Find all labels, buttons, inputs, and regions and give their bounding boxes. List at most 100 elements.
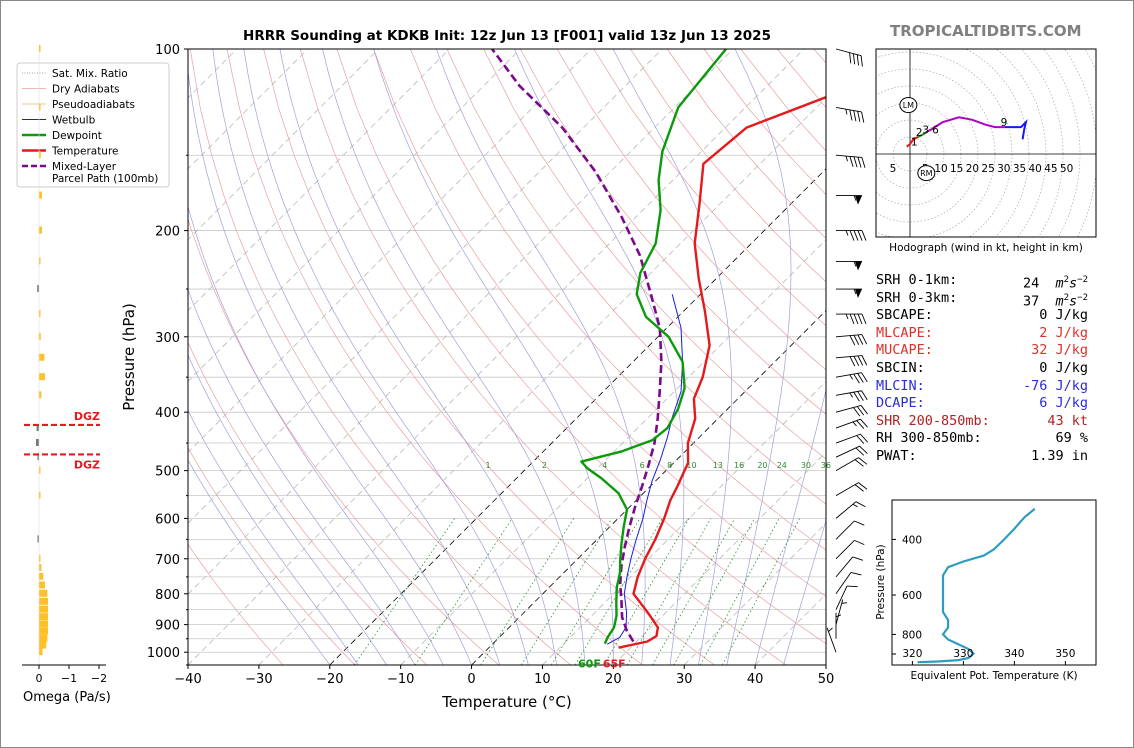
series-dewpointline (580, 49, 727, 645)
stat-row: RH 300-850mb: 69 % (876, 430, 1088, 448)
brand-logo-text: TROPICALTIDBITS.COM (890, 22, 1082, 40)
omega-bar (39, 641, 47, 649)
wind-barb-half (853, 288, 857, 295)
surface-dewpoint-label: 60F (578, 658, 601, 671)
stat-label: SBCIN: (876, 359, 925, 376)
wind-barb-full (852, 53, 856, 65)
wind-barb-full (854, 459, 864, 467)
chart-title: HRRR Sounding at KDKB Init: 12z Jun 13 [… (243, 28, 771, 44)
theta-e-frame (891, 499, 1097, 666)
unit-text: m (1055, 275, 1064, 292)
mixing-ratio-line (414, 518, 513, 665)
mixing-ratio-line (626, 518, 712, 665)
wind-barb (835, 445, 868, 458)
wind-barb-flag (855, 195, 862, 205)
stat-value: 24 m2s−2 (1022, 275, 1088, 292)
unit-text: s (1069, 275, 1078, 292)
stat-label: SRH 0-1km: (876, 272, 958, 288)
wind-barb-half (849, 392, 854, 398)
hodograph-height-label: 2 (916, 127, 923, 139)
stat-row: SBCAPE: 0 J/kg (876, 307, 1088, 325)
theta-e-y-tick-label: 400 (902, 534, 922, 546)
wind-barb-half (841, 602, 848, 604)
wind-barb-staff (835, 445, 860, 458)
y-tick-label: 900 (155, 619, 180, 634)
x-tick-label: −30 (245, 672, 272, 687)
wind-barb-staff (835, 572, 852, 595)
wind-barb-staff (835, 540, 855, 560)
wind-barb-full (849, 356, 856, 367)
hodograph-ring-label: 45 (1044, 163, 1057, 175)
omega-bar (39, 226, 42, 234)
omega-bar (37, 285, 39, 293)
skewt-axes-frame (187, 48, 827, 666)
wind-barb-half (835, 614, 842, 618)
hodograph-ring-label: 40 (1029, 163, 1042, 175)
moist-adiabat-line (188, 288, 416, 665)
wind-barb-staff (835, 433, 861, 444)
wind-barb-full (861, 372, 868, 383)
wind-barb-full (858, 457, 868, 465)
wind-barb-full (857, 111, 861, 122)
stat-label: PWAT: (876, 447, 917, 464)
wind-barb (835, 390, 868, 402)
isotherm-line (188, 49, 734, 595)
wind-barb-full (860, 55, 863, 67)
wind-barb (835, 334, 868, 346)
moist-adiabat-line (212, 49, 501, 665)
wind-barb-full (853, 407, 861, 417)
legend: Sat. Mix. Ratio Dry Adiabats Pseudoadiabat… (16, 62, 170, 188)
surface-temperature-label: 65F (603, 658, 626, 671)
wind-barb (835, 372, 868, 384)
stat-label: SHR 200-850mb: (876, 412, 990, 429)
stat-value: 6 J/kg (1039, 395, 1088, 412)
wind-barb-staff (835, 48, 862, 57)
stat-label: RH 300-850mb: (876, 430, 982, 447)
theta-e-y-axis-title: Pressure (hPa) (875, 544, 887, 619)
omega-tick-label: −2 (91, 672, 107, 685)
legend-entry-label: Parcel Path (100mb) (52, 173, 158, 185)
wind-barb (835, 154, 866, 168)
isotherm-line (188, 49, 592, 453)
hodograph-trace (1004, 119, 1028, 140)
omega-bar (39, 627, 48, 635)
wind-barb-full (859, 445, 868, 454)
stat-row: MLCAPE: 2 J/kg (876, 325, 1088, 343)
omega-bar (39, 589, 48, 597)
wind-barb-full (853, 373, 860, 384)
hodograph-ring-label: 10 (934, 163, 947, 175)
stat-value: 43 kt (1047, 412, 1088, 429)
x-tick-label: 10 (534, 672, 551, 687)
wind-barb-staff (835, 501, 857, 519)
wind-barb (835, 556, 864, 578)
wind-barb-full (857, 157, 862, 168)
theta-e-y-tick-label: 800 (902, 629, 922, 641)
wind-barb-full (849, 313, 855, 325)
mixing-ratio-label: 24 (777, 461, 787, 470)
wind-barb-full (854, 484, 864, 492)
y-tick-label: 300 (155, 331, 180, 346)
y-tick-label: 500 (155, 465, 180, 480)
stat-value: 2 J/kg (1039, 324, 1088, 341)
legend-entry-label: Mixed-Layer (52, 161, 117, 173)
dry-adiabat-line (263, 49, 715, 665)
mixing-ratio-line (521, 518, 613, 665)
wind-barb-full (856, 406, 865, 416)
wind-barb-staff (835, 556, 854, 578)
stat-label: SBCAPE: (876, 307, 933, 324)
stat-row: MUCAPE: 32 J/kg (876, 342, 1088, 360)
mixing-ratio-line (574, 518, 663, 665)
wind-barb-half (828, 627, 833, 632)
omega-bar (39, 310, 41, 318)
storm-motion-marker (899, 97, 918, 114)
wind-barb (836, 260, 862, 271)
hodograph-caption: Hodograph (wind in kt, height in km) (889, 242, 1083, 254)
wind-barb-flag (855, 289, 862, 299)
hodograph-ring-label: 5 (890, 163, 897, 175)
x-tick-label: 20 (605, 672, 622, 687)
x-tick-label: −40 (174, 672, 201, 687)
hodograph-height-label: 3 (922, 124, 929, 136)
wind-barb-staff (835, 418, 861, 429)
mixing-ratio-label: 6 (640, 461, 645, 470)
isotherm-line (188, 49, 521, 383)
